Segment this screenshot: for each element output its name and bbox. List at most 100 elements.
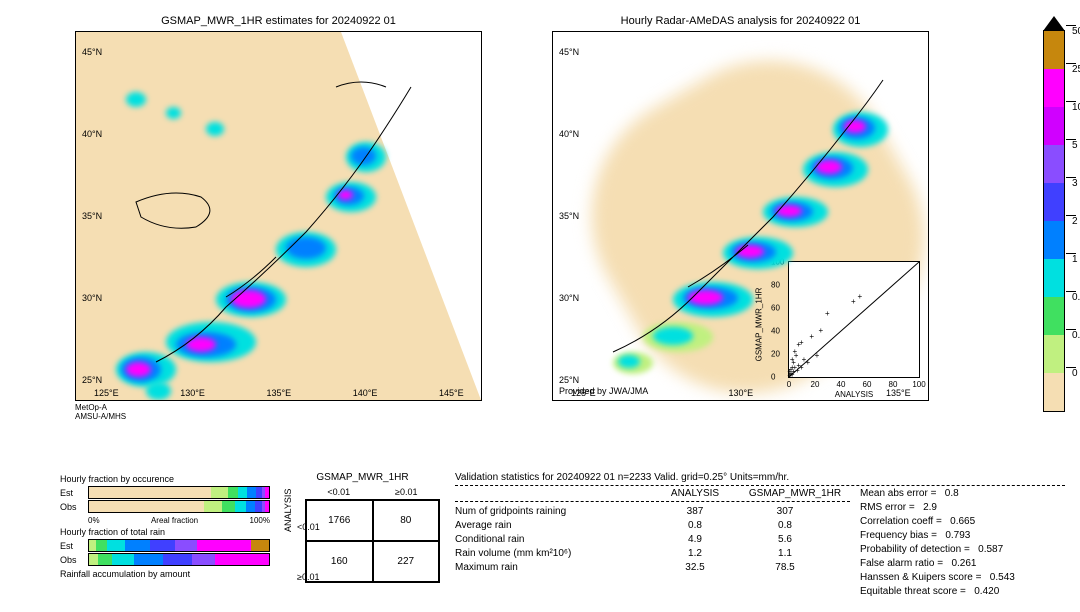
rain-blob <box>231 290 266 308</box>
bar-row: Est <box>60 486 270 499</box>
bars-section: Hourly fraction by occurence EstObs 0% A… <box>60 472 270 600</box>
right-map-title: Hourly Radar-AMeDAS analysis for 2024092… <box>552 15 929 27</box>
stat-name: Rain volume (mm km²10⁶) <box>455 548 650 559</box>
scatter-ylabel: GSMAP_MWR_1HR <box>755 287 764 361</box>
metric-val: 0.420 <box>974 586 999 597</box>
occurence-bars: Est Obs <box>60 486 270 513</box>
colorbar-tick: 5 <box>1066 139 1076 151</box>
rain-blob <box>618 355 640 368</box>
stats-left-col: ANALYSIS GSMAP_MWR_1HR Num of gridpoints… <box>455 488 850 600</box>
metric-line: Hanssen & Kuipers score = 0.543 <box>860 572 1065 583</box>
stats-rows: Num of gridpoints raining 387 307Average… <box>455 506 850 573</box>
bar-seg <box>98 554 112 565</box>
stat-b: 1.1 <box>740 548 830 559</box>
stacked-bar <box>88 539 270 552</box>
row-h-1: ≥0.01 <box>297 572 319 582</box>
bar-seg <box>112 554 134 565</box>
rain-blob <box>146 382 171 400</box>
stat-name: Average rain <box>455 520 650 531</box>
colorbar-tick: 0.5 <box>1066 291 1076 303</box>
rain-blob <box>736 245 764 258</box>
scatter-tick-x: 20 <box>811 380 820 389</box>
axis-0: 0% <box>88 516 100 525</box>
stats-row: Conditional rain 4.9 5.6 <box>455 534 850 545</box>
metric-val: 0.8 <box>945 488 959 499</box>
axis-100: 100% <box>250 516 270 525</box>
stats-right-col: Mean abs error = 0.8RMS error = 2.9Corre… <box>860 488 1065 600</box>
rain-blob <box>351 147 376 165</box>
contingency-title: GSMAP_MWR_1HR <box>285 472 440 483</box>
lat-label: 30°N <box>82 293 102 303</box>
left-map-title: GSMAP_MWR_1HR estimates for 20240922 01 <box>75 15 482 27</box>
stat-b: 78.5 <box>740 562 830 573</box>
scatter-point: + <box>858 295 863 299</box>
rain-blob <box>776 205 802 217</box>
stats-row: Rain volume (mm km²10⁶) 1.2 1.1 <box>455 548 850 559</box>
bar-row: Obs <box>60 500 270 513</box>
swath-edge <box>341 32 481 400</box>
metric-val: 0.793 <box>945 530 970 541</box>
blank <box>455 488 650 499</box>
left-map-panel: GSMAP_MWR_1HR estimates for 20240922 01 … <box>75 15 482 421</box>
colorbar-arrow-icon <box>1043 16 1065 31</box>
rain-blob <box>206 122 224 136</box>
right-map-panel: Hourly Radar-AMeDAS analysis for 2024092… <box>552 15 929 421</box>
stacked-bar <box>88 500 270 513</box>
stat-name: Maximum rain <box>455 562 650 573</box>
colorbar-seg <box>1044 183 1064 221</box>
contingency-ylabel: ANALYSIS <box>283 489 293 532</box>
rain-blob <box>186 337 216 352</box>
stats-columns: ANALYSIS GSMAP_MWR_1HR Num of gridpoints… <box>455 488 1065 600</box>
scatter-point: + <box>795 369 800 373</box>
metric-name: Mean abs error = <box>860 488 936 499</box>
scatter-point: + <box>790 366 795 370</box>
stat-name: Num of gridpoints raining <box>455 506 650 517</box>
colorbar-tick: 10 <box>1066 101 1076 113</box>
stats-section: Validation statistics for 20240922 01 n=… <box>455 472 1065 600</box>
lat-label: 25°N <box>559 375 579 385</box>
metric-val: 2.9 <box>923 502 937 513</box>
scatter-tick-x: 60 <box>863 380 872 389</box>
metric-name: Equitable threat score = <box>860 586 966 597</box>
lon-label: 135°E <box>886 388 911 398</box>
bar-seg <box>204 501 222 512</box>
rain-blob <box>126 362 151 377</box>
stats-row: Average rain 0.8 0.8 <box>455 520 850 531</box>
bar-seg <box>222 501 235 512</box>
colorbar-seg <box>1044 221 1064 259</box>
stat-a: 32.5 <box>650 562 740 573</box>
metric-name: Correlation coeff = <box>860 516 942 527</box>
bottom-row: Hourly fraction by occurence EstObs 0% A… <box>15 472 1065 600</box>
contingency-panel: GSMAP_MWR_1HR <0.01 ≥0.01 1766 80 160 22… <box>285 472 440 600</box>
colorbar-seg <box>1044 31 1064 69</box>
bar-seg <box>255 501 262 512</box>
stat-b: 307 <box>740 506 830 517</box>
bar-seg <box>150 540 175 551</box>
cell-3: 227 <box>373 541 440 582</box>
bar-row-label: Obs <box>60 555 88 565</box>
sensor-line-2: AMSU-A/MHS <box>75 412 482 421</box>
bar-seg <box>89 554 98 565</box>
lat-label: 45°N <box>82 47 102 57</box>
colorbar-tick: 25 <box>1066 63 1076 75</box>
bar-seg <box>211 487 227 498</box>
metric-name: Probability of detection = <box>860 544 970 555</box>
scatter-tick-x: 100 <box>912 380 925 389</box>
metric-name: Hanssen & Kuipers score = <box>860 572 981 583</box>
scatter-point: + <box>806 361 811 365</box>
bar-seg <box>247 487 256 498</box>
bar-seg <box>215 554 269 565</box>
scatter-tick-y: 0 <box>771 373 775 382</box>
totalrain-bars: Est Obs <box>60 539 270 566</box>
bar-seg <box>265 487 269 498</box>
bar-row-label: Est <box>60 541 88 551</box>
cell-1: 80 <box>373 500 440 541</box>
scatter-tick-y: 60 <box>771 304 780 313</box>
scatter-tick-x: 40 <box>837 380 846 389</box>
colorbar-seg <box>1044 297 1064 335</box>
bar-row-label: Est <box>60 488 88 498</box>
colorbar-seg <box>1044 373 1064 411</box>
col-h-1: ≥0.01 <box>373 485 441 499</box>
bar-seg <box>96 540 107 551</box>
colorbar: 50251053210.50.010 <box>1043 30 1065 412</box>
